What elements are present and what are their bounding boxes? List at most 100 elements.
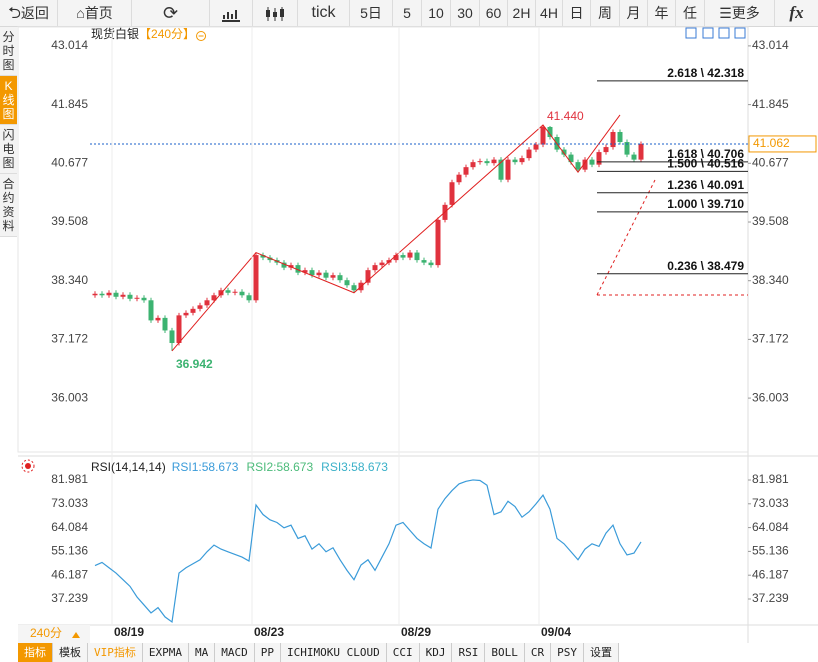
y-tick-label: 64.084: [752, 520, 789, 534]
indicator-tab[interactable]: ICHIMOKU CLOUD: [281, 643, 387, 662]
candle-body: [477, 161, 483, 163]
fib-guide: [596, 179, 656, 296]
indicator-tab[interactable]: 指标: [18, 643, 53, 662]
candle-body: [267, 257, 273, 261]
y-tick-label: 40.677: [752, 155, 789, 169]
indicator-tab[interactable]: PSY: [551, 643, 584, 662]
last-price-box: [748, 135, 817, 153]
indicator-tab[interactable]: VIP指标: [88, 643, 143, 662]
indicator-tab[interactable]: PP: [254, 643, 281, 662]
candle-body: [295, 265, 301, 273]
candle-body: [365, 270, 371, 283]
indicator-tab[interactable]: 模板: [53, 643, 88, 662]
side-tab[interactable]: 闪电图: [0, 125, 17, 174]
collapse-icon: [196, 31, 207, 41]
period-button[interactable]: tick: [298, 0, 350, 26]
indicator-tab[interactable]: MACD: [215, 643, 255, 662]
fib-label: 1.236 \ 40.091: [667, 178, 744, 192]
candle-body: [134, 297, 140, 299]
y-tick-label: 37.172: [51, 332, 88, 346]
candle-body: [211, 295, 217, 301]
candle-body: [421, 260, 427, 263]
period-button[interactable]: 5: [393, 0, 422, 26]
period-button[interactable]: 月: [620, 0, 648, 26]
period-button[interactable]: 60: [480, 0, 508, 26]
candle-body: [540, 126, 546, 145]
rsi-title: RSI(14,14,14): [91, 460, 166, 474]
rsi-line: [94, 479, 642, 624]
y-tick-label: 55.136: [752, 544, 789, 558]
candle-body: [155, 317, 161, 321]
side-tab[interactable]: 合约资料: [0, 174, 17, 237]
candle-body: [99, 293, 105, 296]
last-price-label: 41.062: [753, 136, 790, 150]
candle-body: [274, 260, 280, 263]
candle-body: [498, 159, 504, 180]
side-tab[interactable]: 分时图: [0, 27, 17, 76]
candle-body: [631, 154, 637, 160]
candle-body: [582, 159, 588, 170]
indicator-tab[interactable]: CCI: [386, 643, 420, 662]
indicator-tab[interactable]: RSI: [452, 643, 486, 662]
period-button[interactable]: 周: [591, 0, 620, 26]
candle-body: [113, 292, 119, 297]
candle-body: [190, 308, 196, 313]
y-tick-label: 41.845: [752, 97, 789, 111]
candle-body: [519, 158, 525, 163]
period-button[interactable]: 2H: [508, 0, 536, 26]
period-button[interactable]: 10: [422, 0, 451, 26]
fx-button[interactable]: fx: [789, 3, 804, 22]
candle-body: [148, 300, 154, 321]
candle-body: [344, 280, 350, 286]
candle-body: [624, 142, 630, 155]
period-button[interactable]: 日: [563, 0, 591, 26]
side-tab[interactable]: K线图: [0, 76, 17, 125]
candle-body: [547, 126, 553, 138]
period-button[interactable]: 30: [451, 0, 480, 26]
candle-button[interactable]: [253, 0, 298, 26]
candle-body: [204, 300, 210, 306]
candle-body: [596, 152, 602, 165]
indicator-tab[interactable]: MA: [189, 643, 216, 662]
period-button[interactable]: 4H: [536, 0, 563, 26]
period-button[interactable]: 5日: [350, 0, 393, 26]
x-tick-label: 08/29: [401, 625, 431, 639]
candle-body: [169, 330, 175, 343]
x-tick-label: 08/23: [254, 625, 284, 639]
label: 首页: [84, 5, 113, 21]
candle-body: [260, 255, 266, 258]
x-tick-label: 08/19: [114, 625, 144, 639]
period-button[interactable]: 任: [676, 0, 705, 26]
candle-body: [281, 262, 287, 268]
toolbar: ⮌返回 ⌂首页 ⟳ tick 5日 5 10 30 60 2H 4H 日周月年任 ☰更多 fx: [0, 0, 818, 27]
chart-type-button[interactable]: [210, 0, 253, 26]
indicator-tabs: 指标 模板 VIP指标 EXPMA MA MACD PP ICHIMOKU CLOUD CCI K…: [18, 643, 619, 662]
candle-body: [428, 262, 434, 266]
candle-body: [393, 255, 399, 261]
candle-body: [197, 305, 203, 309]
y-tick-label: 39.508: [51, 214, 88, 228]
home-button[interactable]: ⌂首页: [58, 0, 132, 26]
y-tick-label: 55.136: [51, 544, 88, 558]
candle-body: [568, 154, 574, 163]
indicator-tab[interactable]: 设置: [583, 643, 619, 662]
candle-body: [141, 297, 147, 301]
period-button[interactable]: 年: [648, 0, 676, 26]
indicator-tab[interactable]: KDJ: [419, 643, 453, 662]
refresh-button[interactable]: ⟳: [132, 0, 210, 26]
candle-body: [617, 131, 623, 143]
candle-body: [246, 295, 252, 301]
candle-body: [442, 204, 448, 220]
chart-title: 现货白银: [91, 26, 139, 41]
more-button[interactable]: ☰更多: [705, 0, 775, 26]
indicator-tab[interactable]: CR: [524, 643, 552, 662]
fib-label: 0.236 \ 38.479: [667, 259, 744, 273]
y-tick-label: 36.003: [752, 390, 789, 404]
indicator-tab[interactable]: EXPMA: [142, 643, 189, 662]
y-tick-label: 39.508: [752, 214, 789, 228]
candle-body: [225, 290, 231, 293]
back-button[interactable]: ⮌返回: [0, 0, 58, 26]
indicator-tab[interactable]: BOLL: [485, 643, 525, 662]
